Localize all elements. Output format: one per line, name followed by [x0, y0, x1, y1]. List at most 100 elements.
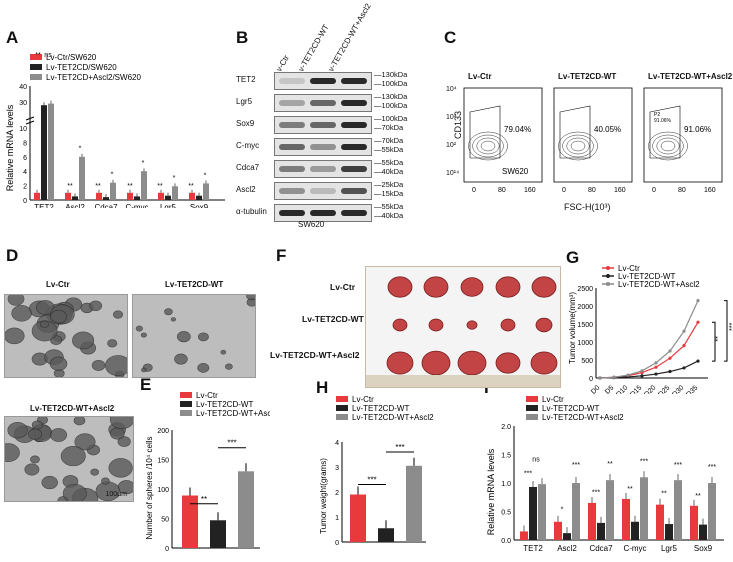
blot-row-cdca7	[274, 160, 372, 178]
blot-band	[310, 100, 336, 106]
i-ytick: 0.5	[501, 510, 511, 517]
bar-a-lgr5-1	[165, 195, 171, 200]
tumor-row-label: Lv-Ctr	[330, 282, 356, 292]
blot-band	[279, 122, 305, 128]
bar-e-1	[210, 520, 226, 548]
bar-a-c-myc-2	[141, 171, 147, 200]
legend-i: Lv-Ctr	[542, 395, 564, 404]
tumor	[531, 276, 557, 298]
g-xtick: D15	[629, 384, 643, 394]
g-ytick: 1000	[577, 340, 593, 347]
bar-i-ascl2-1	[563, 533, 571, 540]
sig-i: **	[607, 461, 613, 468]
blot-band	[341, 100, 367, 106]
bar-i-lgr5-0	[656, 504, 664, 540]
blot-band	[279, 100, 305, 106]
sig-h: ***	[367, 476, 376, 485]
blot-band	[310, 122, 336, 128]
tumor-row-label: Lv-TET2CD-WT+Ascl2	[270, 350, 360, 360]
legend-swatch	[526, 396, 538, 402]
g-xtick: D30	[671, 384, 685, 394]
contour	[566, 137, 590, 155]
kda-marker: —100kDa	[374, 79, 408, 88]
e-ytick: 200	[157, 428, 169, 435]
contour	[480, 140, 496, 152]
gate	[469, 105, 501, 159]
sig-star: **	[157, 183, 163, 190]
sphere	[73, 415, 86, 426]
i-ytick: 1.5	[501, 453, 511, 460]
sig-i: ***	[524, 471, 532, 478]
sig-star: *	[204, 172, 207, 179]
flow-xtick: 80	[588, 187, 596, 194]
micrograph-asc: 100μm	[0, 409, 136, 510]
flow-frame	[643, 87, 723, 183]
panel-b-blot: Lv-Ctr Lv-TET2CD-WT Lv-TET2CD-WT+Ascl2 TET…	[236, 2, 436, 236]
sig-i: **	[695, 493, 701, 500]
flow-ytick: 10³	[446, 114, 457, 121]
bar-i-ascl2-0	[554, 521, 562, 540]
flow-title: Lv-TET2CD-WT	[558, 72, 617, 81]
sig-i: ns	[532, 456, 540, 463]
sphere	[30, 455, 40, 464]
panel-c-flow: Lv-Ctr 79.04% 0 80 160 SW620 Lv-TET2CD-WT 40.05…	[446, 72, 732, 220]
bar-a-tet2-1	[41, 105, 47, 200]
g-ytick: 1500	[577, 322, 593, 329]
legend-h: Lv-TET2CD-WT+Ascl2	[352, 413, 434, 422]
bar-a-cdca7-1	[103, 197, 109, 200]
i-ytick: 2.0	[501, 424, 511, 431]
sphere	[4, 327, 25, 345]
a-xtick: Cdca7	[94, 203, 118, 208]
sig-i: *	[561, 507, 564, 514]
sphere	[7, 292, 25, 306]
h-ytick: 2	[335, 490, 339, 497]
a-xtick: Ascl2	[65, 203, 85, 208]
blot-band	[341, 166, 367, 172]
bar-a-lgr5-0	[158, 192, 164, 200]
blot-band	[310, 210, 336, 216]
g-xtick: D5	[604, 384, 615, 394]
sphere	[107, 339, 118, 348]
panel-label-f: F	[276, 246, 287, 265]
sphere	[108, 458, 133, 478]
blot-row-tet2	[274, 72, 372, 90]
micrograph-ctr	[4, 292, 132, 379]
blot-band	[279, 166, 305, 172]
bar-h-1	[378, 528, 394, 542]
flow-frame	[463, 87, 543, 183]
sig-star: *	[79, 146, 82, 153]
sphere	[74, 433, 96, 451]
i-xtick: Ascl2	[557, 544, 577, 553]
g-ytick: 2000	[577, 304, 593, 311]
sphere	[49, 356, 68, 371]
panel-c-xlabel: FSC-H(10³)	[564, 202, 611, 212]
bar-a-cdca7-0	[96, 192, 102, 200]
bar-h-0	[350, 494, 366, 542]
a-xtick: Lgr5	[160, 203, 177, 208]
bar-a-ascl2-2	[79, 156, 85, 200]
contour	[652, 134, 684, 158]
sig-star: ns	[44, 52, 52, 59]
series-point	[668, 369, 672, 374]
sig-i: ***	[592, 489, 600, 496]
bar-i-c-myc-0	[622, 498, 630, 540]
tumor	[495, 352, 521, 374]
legend-e: Lv-Ctr	[196, 391, 218, 400]
legend-g: Lv-TET2CD-WT	[618, 272, 675, 281]
gate-percent: 91.06%	[684, 125, 711, 134]
sig-g: ***	[729, 322, 733, 330]
tumor-photo	[365, 266, 561, 388]
protein-label: C-myc	[236, 141, 260, 150]
contour	[656, 137, 680, 155]
sig-g: **	[715, 336, 722, 342]
lane-label: Lv-TET2CD-WT+Ascl2	[324, 1, 373, 77]
sphere	[109, 427, 125, 440]
gate	[649, 105, 681, 159]
bar-i-cdca7-0	[588, 502, 596, 540]
legend-swatch	[336, 414, 348, 420]
axis-break	[25, 116, 35, 121]
tumor-row-label: Lv-TET2CD-WT	[302, 314, 364, 324]
flow-ytick: 10¹⁴	[446, 170, 460, 177]
legend-e: Lv-TET2CD-WT	[196, 400, 253, 409]
